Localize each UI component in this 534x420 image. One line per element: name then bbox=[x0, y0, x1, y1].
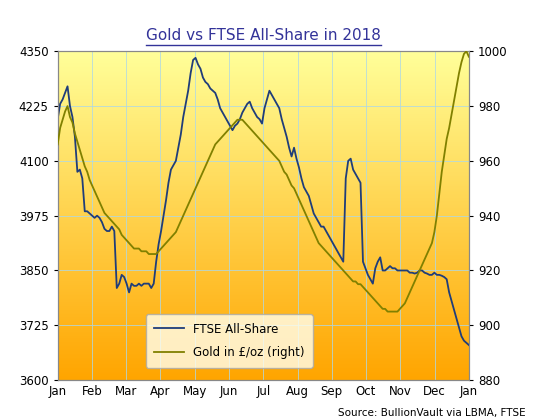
Text: Source: BullionVault via LBMA, FTSE: Source: BullionVault via LBMA, FTSE bbox=[339, 408, 526, 418]
Title: Gold vs FTSE All-Share in 2018: Gold vs FTSE All-Share in 2018 bbox=[146, 28, 381, 43]
Legend: FTSE All-Share, Gold in £/oz (right): FTSE All-Share, Gold in £/oz (right) bbox=[146, 315, 313, 368]
